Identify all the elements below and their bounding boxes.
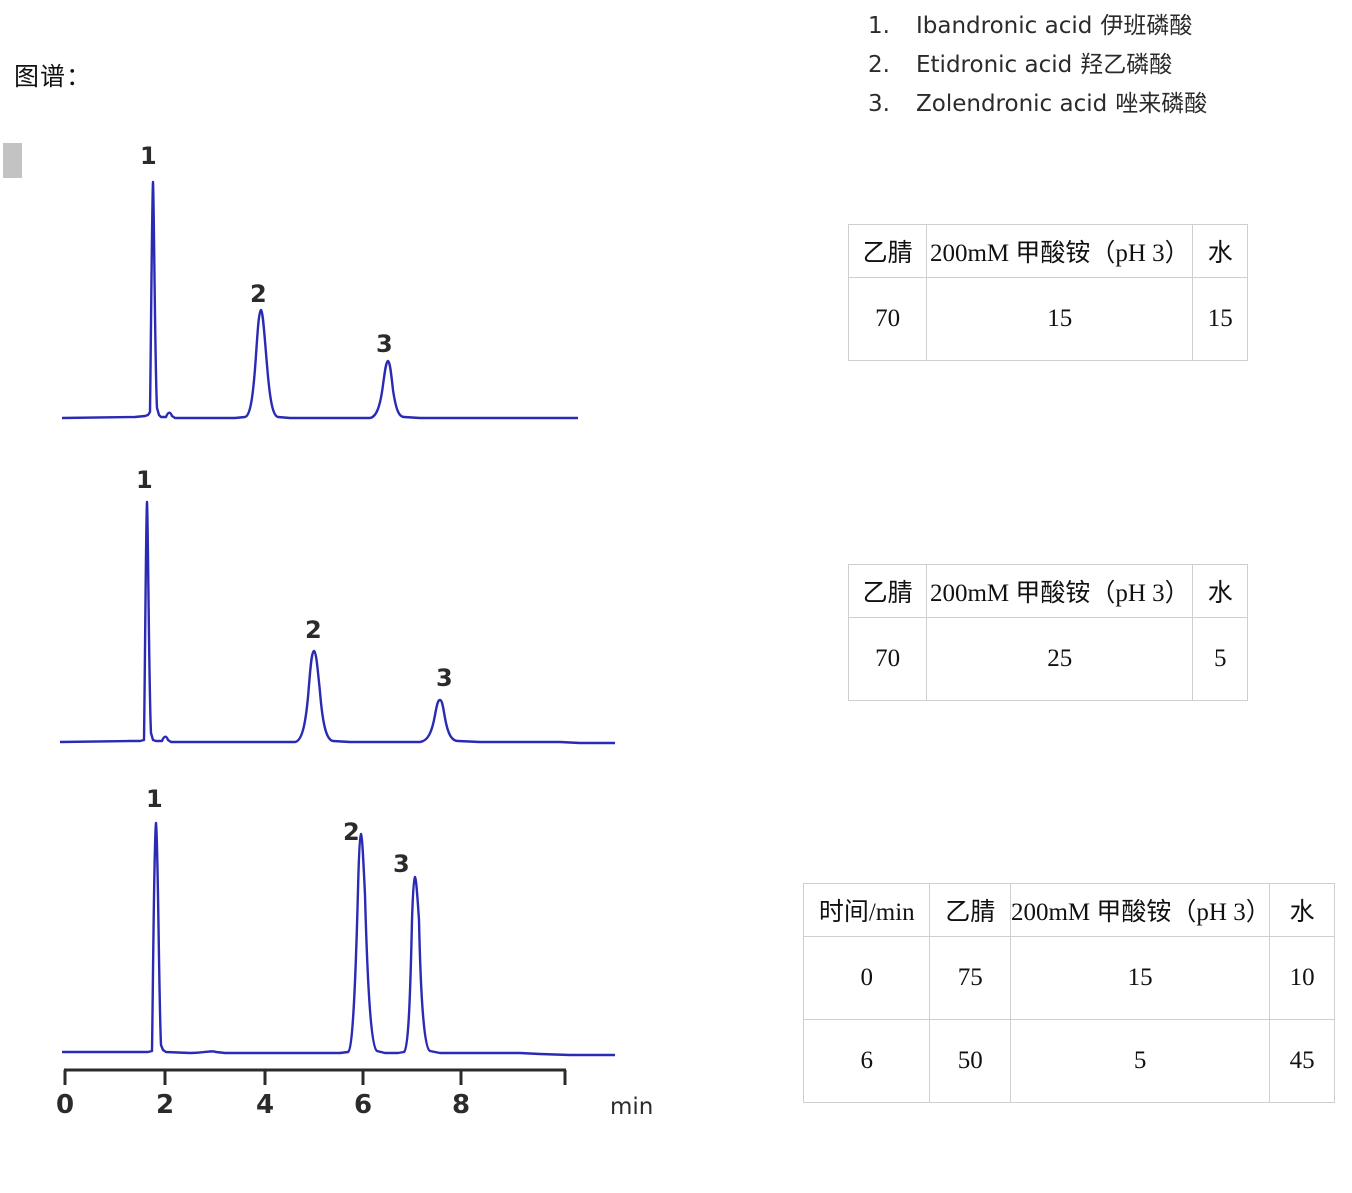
column-header-acetonitrile: 乙腈: [847, 224, 928, 278]
axis-tick-2: 2: [155, 1090, 175, 1120]
column-header-ammonium-formate: 200mM 甲酸铵（pH 3）: [926, 564, 1194, 618]
cell-ammonium-formate: 25: [926, 617, 1194, 701]
legend-item-1: 1. Ibandronic acid 伊班磷酸: [868, 6, 1328, 40]
legend-number-1: 1.: [868, 13, 890, 39]
page-title: 图谱：: [14, 62, 93, 91]
x-axis: 0 2 4 6 8 min: [40, 1068, 653, 1128]
legend-item-2: 2. Etidronic acid 羟乙磷酸: [868, 45, 1328, 79]
column-header-time: 时间/min: [802, 883, 931, 937]
legend-name-en-3: Zolendronic acid: [916, 91, 1108, 117]
column-header-water: 水: [1192, 224, 1248, 278]
table-row: 70 15 15: [847, 277, 1248, 361]
peak-label-3: 3: [436, 664, 453, 692]
table-gradient-condition-3: 时间/min 乙腈 200mM 甲酸铵（pH 3） 水 0 75 15 10 6…: [802, 883, 1335, 1103]
column-header-water: 水: [1192, 564, 1248, 618]
table-row: 0 75 15 10: [802, 936, 1335, 1020]
cell-acetonitrile: 70: [847, 617, 928, 701]
axis-tick-0: 0: [55, 1090, 75, 1120]
chromatogram-1-trace: [61, 180, 578, 420]
legend-name-en-1: Ibandronic acid: [916, 13, 1093, 39]
table-header-row: 乙腈 200mM 甲酸铵（pH 3） 水: [847, 224, 1248, 278]
cell-acetonitrile: 75: [929, 936, 1011, 1020]
axis-tick-6: 6: [353, 1090, 373, 1120]
chromatogram-2-trace: [59, 500, 615, 745]
column-header-water: 水: [1269, 883, 1335, 937]
cell-acetonitrile: 50: [929, 1019, 1011, 1103]
legend-name-cn-3: 唑来磷酸: [1115, 91, 1208, 117]
cell-acetonitrile: 70: [847, 277, 928, 361]
table-header-row: 时间/min 乙腈 200mM 甲酸铵（pH 3） 水: [802, 883, 1335, 937]
cell-ammonium-formate: 15: [926, 277, 1194, 361]
table-isocratic-condition-1: 乙腈 200mM 甲酸铵（pH 3） 水 70 15 15: [847, 224, 1248, 361]
chromatogram-2: 1 2 3: [40, 466, 630, 770]
legend-name-cn-1: 伊班磷酸: [1100, 13, 1193, 39]
gray-marker-block: [3, 143, 22, 178]
column-header-ammonium-formate: 200mM 甲酸铵（pH 3）: [926, 224, 1194, 278]
legend-item-3: 3. Zolendronic acid 唑来磷酸: [868, 84, 1328, 118]
column-header-acetonitrile: 乙腈: [929, 883, 1011, 937]
cell-ammonium-formate: 15: [1009, 936, 1271, 1020]
peak-label-1: 1: [146, 785, 163, 813]
cell-time: 0: [802, 936, 931, 1020]
cell-water: 15: [1192, 277, 1248, 361]
cell-water: 5: [1192, 617, 1248, 701]
table-header-row: 乙腈 200mM 甲酸铵（pH 3） 水: [847, 564, 1248, 618]
table-row: 70 25 5: [847, 617, 1248, 701]
x-axis-ruler: [63, 1068, 567, 1085]
column-header-acetonitrile: 乙腈: [847, 564, 928, 618]
cell-water: 45: [1269, 1019, 1335, 1103]
peak-label-2: 2: [250, 280, 267, 308]
axis-tick-4: 4: [255, 1090, 275, 1120]
cell-time: 6: [802, 1019, 931, 1103]
peak-label-2: 2: [343, 818, 360, 846]
table-isocratic-condition-2: 乙腈 200mM 甲酸铵（pH 3） 水 70 25 5: [847, 564, 1248, 701]
peak-label-1: 1: [140, 142, 157, 170]
axis-unit-label: min: [610, 1094, 654, 1120]
peak-label-3: 3: [393, 850, 410, 878]
compound-legend: 1. Ibandronic acid 伊班磷酸 2. Etidronic aci…: [868, 6, 1328, 123]
peak-label-3: 3: [376, 330, 393, 358]
legend-number-3: 3.: [868, 91, 890, 117]
cell-ammonium-formate: 5: [1009, 1019, 1271, 1103]
legend-number-2: 2.: [868, 52, 890, 78]
chromatogram-3-trace: [62, 821, 615, 1057]
chromatogram-1: 1 2 3: [40, 140, 600, 440]
legend-name-cn-2: 羟乙磷酸: [1080, 52, 1173, 78]
cell-water: 10: [1269, 936, 1335, 1020]
column-header-ammonium-formate: 200mM 甲酸铵（pH 3）: [1009, 883, 1271, 937]
table-row: 6 50 5 45: [802, 1019, 1335, 1103]
chromatogram-3: 1 2 3: [40, 785, 630, 1080]
legend-name-en-2: Etidronic acid: [916, 52, 1073, 78]
peak-label-1: 1: [136, 466, 153, 494]
peak-label-2: 2: [305, 616, 322, 644]
axis-tick-8: 8: [451, 1090, 471, 1120]
